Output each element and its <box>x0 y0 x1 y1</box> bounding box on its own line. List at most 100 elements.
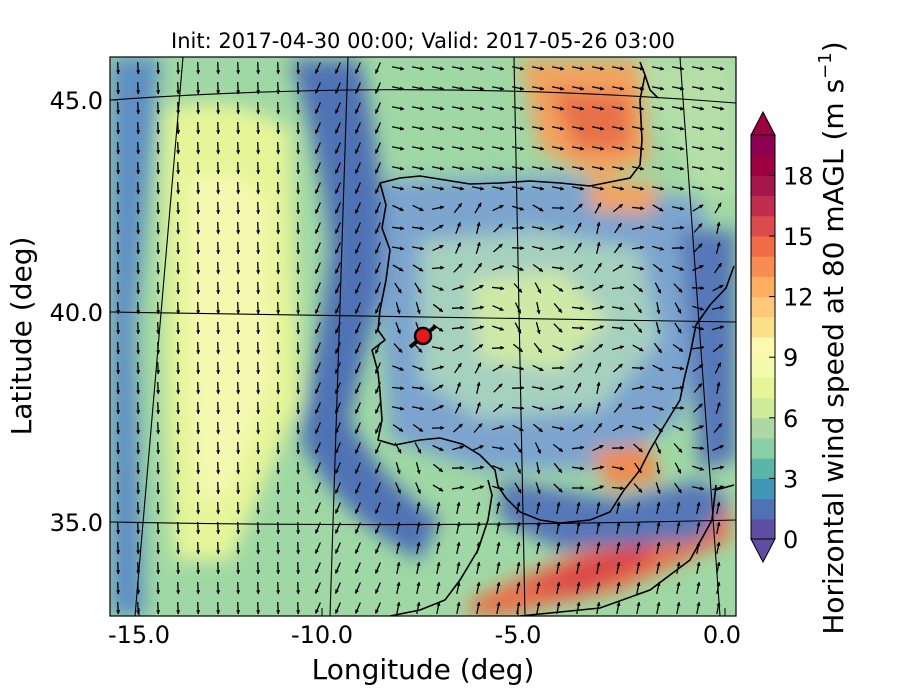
wind-vector <box>496 501 501 515</box>
wind-vector <box>196 521 201 535</box>
wind-vector <box>596 381 601 395</box>
wind-vector <box>375 542 381 554</box>
wind-vector <box>335 482 341 494</box>
wind-vector <box>456 521 461 535</box>
wind-vector <box>176 241 181 255</box>
wind-vector <box>636 521 641 535</box>
wind-vector <box>236 381 241 395</box>
wind-vector <box>556 581 561 595</box>
wind-vector <box>631 186 645 191</box>
wind-vector <box>296 201 301 215</box>
wind-vector <box>491 66 505 71</box>
wind-vector <box>456 601 461 615</box>
wind-vector <box>552 443 564 453</box>
wind-vector <box>216 301 221 315</box>
wind-vector <box>631 106 645 111</box>
wind-vector <box>711 126 725 131</box>
wind-vector <box>633 302 643 314</box>
wind-vector <box>652 204 664 212</box>
wind-vector <box>156 221 161 235</box>
wind-vector <box>691 126 705 131</box>
wind-vector <box>335 162 341 174</box>
wind-vector <box>216 461 221 475</box>
wind-vector <box>196 161 201 175</box>
wind-vector <box>256 341 261 355</box>
wind-vector <box>156 121 161 135</box>
wind-vector <box>216 221 221 235</box>
wind-vector <box>256 601 261 615</box>
wind-vector <box>611 306 625 311</box>
wind-vector <box>375 342 381 354</box>
wind-vector <box>412 365 424 371</box>
wind-vector <box>355 502 361 514</box>
wind-vector <box>136 121 141 135</box>
colorbar-label-close: ) <box>817 41 850 52</box>
wind-vector <box>276 521 281 535</box>
wind-vector <box>375 102 381 114</box>
wind-vector <box>416 501 421 515</box>
wind-vector <box>136 81 141 95</box>
wind-vector <box>391 406 405 411</box>
wind-vector <box>671 126 685 131</box>
colorbar-band <box>751 135 775 156</box>
wind-vector <box>415 302 421 315</box>
wind-vector <box>596 501 601 515</box>
wind-vector <box>436 501 441 515</box>
wind-vector <box>156 541 161 555</box>
wind-vector <box>656 301 661 315</box>
wind-vector <box>315 302 321 314</box>
wind-vector <box>571 146 585 151</box>
wind-vector <box>473 423 483 433</box>
wind-vector <box>536 501 541 515</box>
wind-vector <box>475 401 481 414</box>
wind-vector <box>236 81 241 95</box>
wind-vector <box>631 66 645 71</box>
wind-vector <box>532 204 544 212</box>
wind-vector <box>335 242 341 254</box>
wind-vector <box>216 121 221 135</box>
wind-vector <box>116 601 121 615</box>
wind-vector <box>656 561 661 575</box>
wind-vector <box>116 361 121 375</box>
wind-vector <box>692 425 704 431</box>
wind-vector <box>276 501 281 515</box>
wind-vector <box>451 66 465 71</box>
wind-vector <box>671 166 685 171</box>
wind-vector <box>651 66 665 71</box>
wind-vector <box>692 264 704 272</box>
wind-vector <box>315 522 321 534</box>
wind-vector <box>236 181 241 195</box>
wind-vector <box>391 86 405 91</box>
wind-vector <box>256 541 261 555</box>
wind-vector <box>592 284 604 292</box>
wind-vector <box>496 561 501 575</box>
plot-area <box>110 57 736 616</box>
wind-vector <box>651 386 665 391</box>
wind-vector <box>335 442 341 454</box>
wind-vector <box>411 166 425 171</box>
wind-vector <box>696 501 701 515</box>
wind-vector <box>573 203 583 213</box>
wind-vector <box>276 581 281 595</box>
wind-vector <box>496 521 501 535</box>
wind-vector <box>116 141 121 155</box>
wind-vector <box>116 441 121 455</box>
wind-vector <box>355 342 361 354</box>
wind-vector <box>176 61 181 75</box>
wind-vector <box>196 261 201 275</box>
wind-vector <box>551 146 565 151</box>
wind-vector <box>712 445 724 451</box>
wind-vector <box>236 561 241 575</box>
wind-vector <box>156 181 161 195</box>
wind-vector <box>296 301 301 315</box>
wind-vector <box>612 345 625 351</box>
colorbar-band <box>751 337 775 358</box>
wind-vector <box>315 542 321 554</box>
wind-vector <box>315 262 321 274</box>
wind-vector <box>511 146 525 151</box>
wind-vector <box>472 445 484 451</box>
colorbar-band <box>751 195 775 217</box>
wind-vector <box>176 221 181 235</box>
wind-vector <box>276 81 281 95</box>
wind-vector <box>116 241 121 255</box>
